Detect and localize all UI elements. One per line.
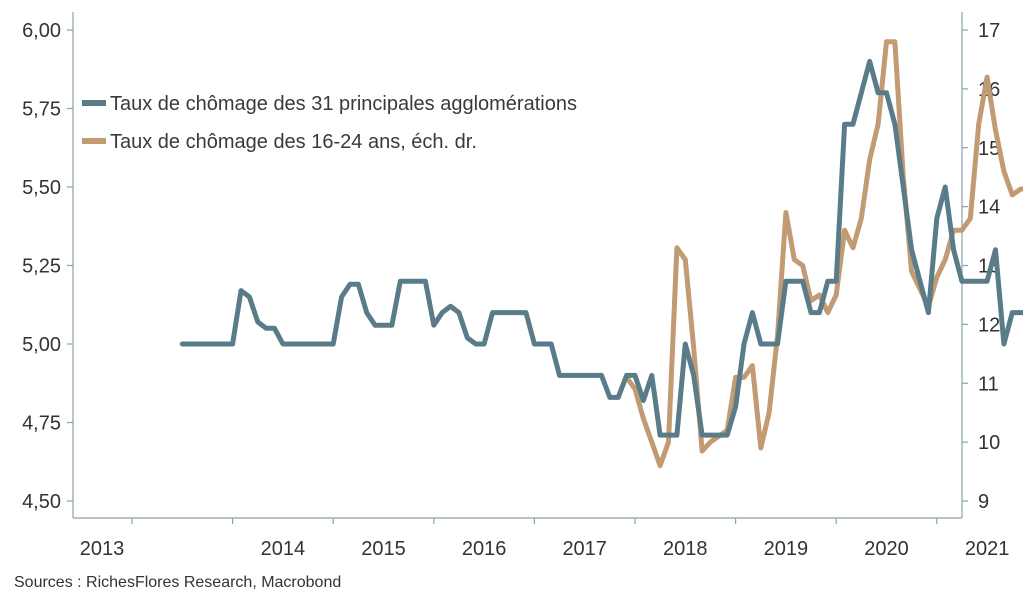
legend: Taux de chômage des 31 principales agglo… <box>82 93 577 153</box>
right-tick-label: 14 <box>978 197 1000 219</box>
left-tick-label: 5,00 <box>22 334 61 356</box>
right-tick-label: 10 <box>978 432 1000 454</box>
right-tick-label: 15 <box>978 138 1000 160</box>
x-tick-label: 2014 <box>261 538 306 560</box>
left-tick-label: 4,50 <box>22 491 61 513</box>
right-tick-label: 11 <box>978 373 999 395</box>
legend-label-series2: Taux de chômage des 16-24 ans, éch. dr. <box>110 131 477 153</box>
left-tick-label: 6,00 <box>22 20 61 42</box>
left-tick-label: 4,75 <box>22 413 61 435</box>
x-tick-label: 2013 <box>80 538 125 560</box>
series-lines <box>179 39 1023 469</box>
x-tick-label: 2015 <box>361 538 406 560</box>
x-tick-label: 2018 <box>663 538 708 560</box>
right-tick-label: 12 <box>978 314 1000 336</box>
right-tick-label: 9 <box>978 491 989 513</box>
legend-label-series1: Taux de chômage des 31 principales agglo… <box>110 93 577 115</box>
x-tick-label: 2020 <box>864 538 909 560</box>
series-line-1 <box>179 58 1023 438</box>
x-tick-label: 2016 <box>462 538 507 560</box>
x-axis-ticks: 2013 2014 2015 2016 2017 2018 2019 2020 2021 <box>80 518 1010 560</box>
left-axis-ticks: 4,50 4,75 5,00 5,25 5,50 5,75 6,00 <box>22 20 73 513</box>
series-line-2 <box>624 39 1023 469</box>
left-tick-label: 5,75 <box>22 99 61 121</box>
x-tick-label: 2021 <box>965 538 1010 560</box>
left-tick-label: 5,50 <box>22 177 61 199</box>
left-tick-label: 5,25 <box>22 256 61 278</box>
source-note: Sources : RichesFlores Research, Macrobo… <box>14 574 342 591</box>
x-tick-label: 2017 <box>562 538 607 560</box>
x-tick-label: 2019 <box>764 538 809 560</box>
right-tick-label: 17 <box>978 20 1000 42</box>
axes <box>72 12 963 519</box>
